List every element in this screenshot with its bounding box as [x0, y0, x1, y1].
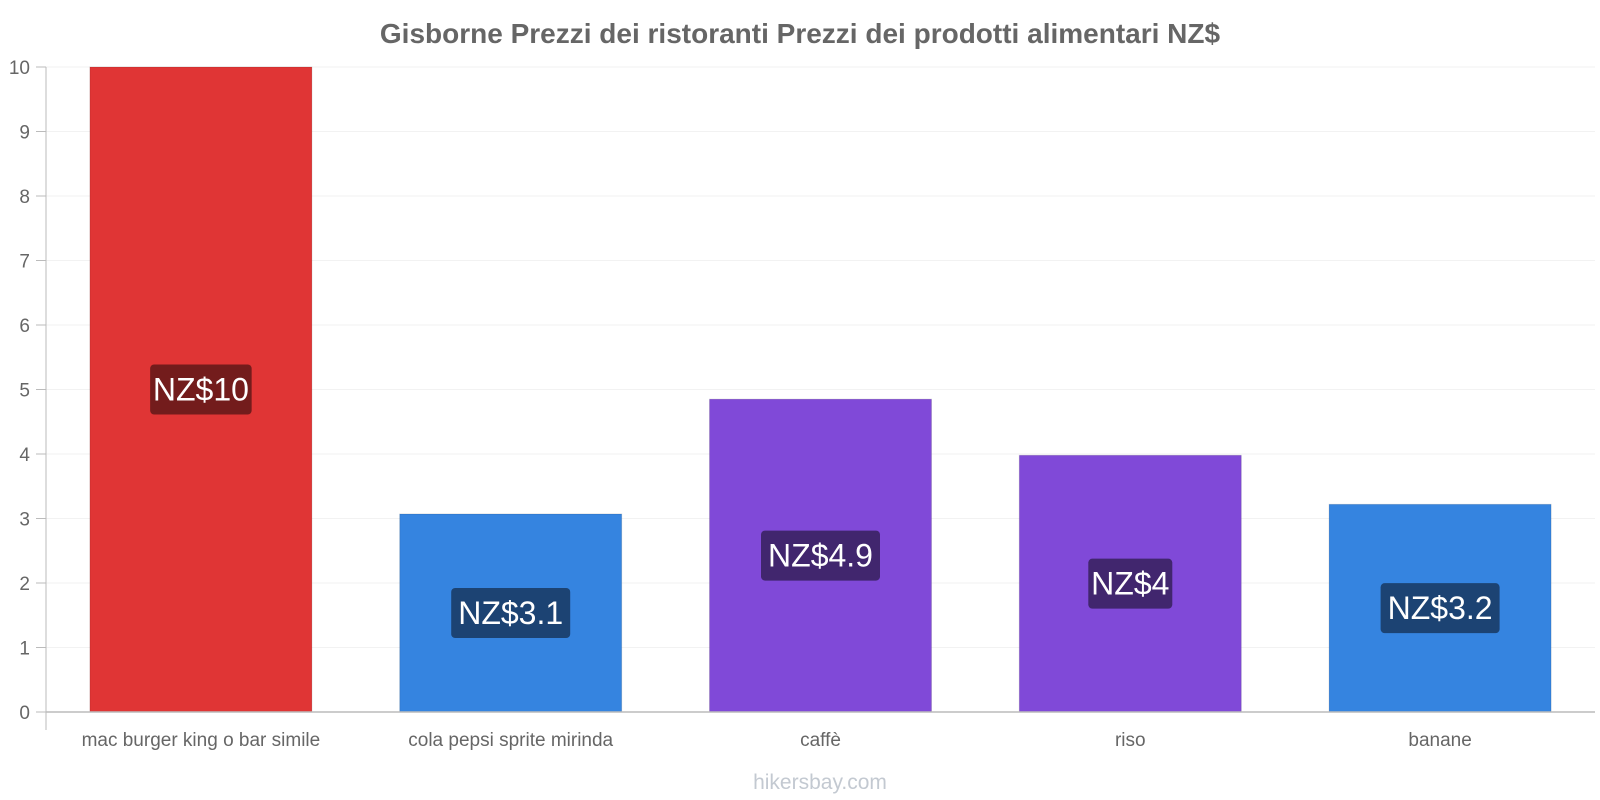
x-tick-label: riso	[1115, 730, 1146, 751]
data-label-box	[761, 530, 880, 581]
y-tick-label: 0	[19, 703, 30, 724]
footer-watermark: hikersbay.com	[753, 771, 887, 794]
x-tick-label: banane	[1408, 730, 1471, 751]
data-label: NZ$4.9	[768, 538, 873, 574]
data-label-box	[150, 364, 252, 415]
y-tick-label: 10	[9, 58, 30, 79]
y-tick-label: 7	[19, 252, 30, 273]
x-axis: mac burger king o bar simile cola pepsi s…	[46, 711, 1595, 751]
x-tick-label: cola pepsi sprite mirinda	[408, 730, 613, 751]
chart-title: Gisborne Prezzi dei ristoranti Prezzi de…	[380, 18, 1221, 49]
data-label-box	[1088, 558, 1173, 609]
y-tick-label: 4	[19, 445, 30, 466]
y-tick-label: 9	[19, 123, 30, 144]
x-tick-label: mac burger king o bar simile	[82, 730, 321, 751]
y-tick-label: 8	[19, 187, 30, 208]
data-label: NZ$4	[1091, 566, 1169, 602]
y-tick-label: 5	[19, 381, 30, 402]
data-label-box	[451, 587, 571, 638]
y-tick-label: 6	[19, 316, 30, 337]
data-label: NZ$10	[153, 372, 249, 408]
x-tick-label: caffè	[800, 730, 841, 751]
data-label-box	[1380, 583, 1500, 634]
y-tick-label: 3	[19, 510, 30, 531]
y-axis: 0 1 2 3 4 5 6 7 8 9 10	[9, 58, 47, 730]
y-tick-label: 2	[19, 574, 30, 595]
data-label: NZ$3.2	[1388, 590, 1493, 626]
y-tick-label: 1	[19, 639, 30, 660]
data-label: NZ$3.1	[458, 595, 563, 631]
data-labels: NZ$10 NZ$3.1 NZ$4.9 NZ$4 NZ$3.2	[150, 364, 1500, 638]
